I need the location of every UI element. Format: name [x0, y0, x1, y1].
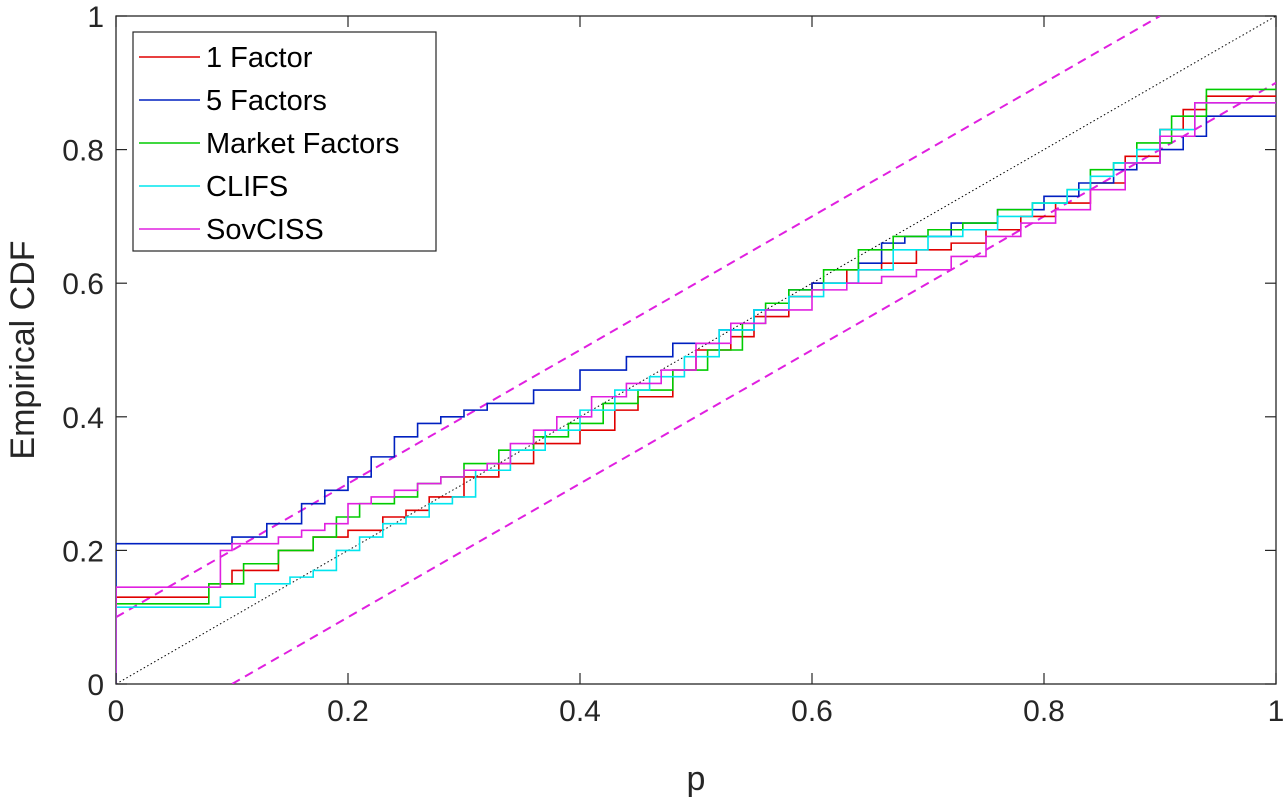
series-lines	[116, 88, 1276, 684]
series-line-clifs	[116, 102, 1276, 684]
legend-label-1-factor: 1 Factor	[206, 42, 313, 74]
x-tick-label: 0.8	[1023, 695, 1065, 728]
y-tick-label: 0	[87, 669, 104, 702]
y-tick-label: 0.8	[62, 135, 104, 168]
reference-line-lower-band	[231, 81, 1276, 684]
legend: 1 Factor 5 Factors Market Factors CLIFS …	[132, 31, 437, 252]
legend-label-sovciss: SovCISS	[206, 214, 324, 246]
legend-label-market-factors: Market Factors	[206, 128, 399, 160]
x-tick-label: 0	[108, 695, 125, 728]
x-axis-label: p	[687, 760, 706, 797]
axis-ticks: 0 0.2 0.4 0.6 0.8 1 0 0.2 0.4 0.6 0.8 1	[62, 1, 1284, 728]
legend-label-5-factors: 5 Factors	[206, 85, 327, 117]
legend-label-clifs: CLIFS	[206, 171, 288, 203]
y-tick-label: 1	[87, 1, 104, 34]
reference-line-upper-band	[116, 16, 1161, 619]
y-axis-label: Empirical CDF	[4, 240, 42, 459]
y-tick-label: 0.6	[62, 268, 104, 301]
y-tick-label: 0.2	[62, 535, 104, 568]
series-line-sovciss	[116, 102, 1276, 684]
y-tick-label: 0.4	[62, 402, 104, 435]
x-tick-label: 0.4	[559, 695, 601, 728]
x-tick-label: 1	[1268, 695, 1285, 728]
x-tick-label: 0.2	[327, 695, 369, 728]
x-tick-label: 0.6	[791, 695, 833, 728]
legend-box	[132, 31, 437, 252]
